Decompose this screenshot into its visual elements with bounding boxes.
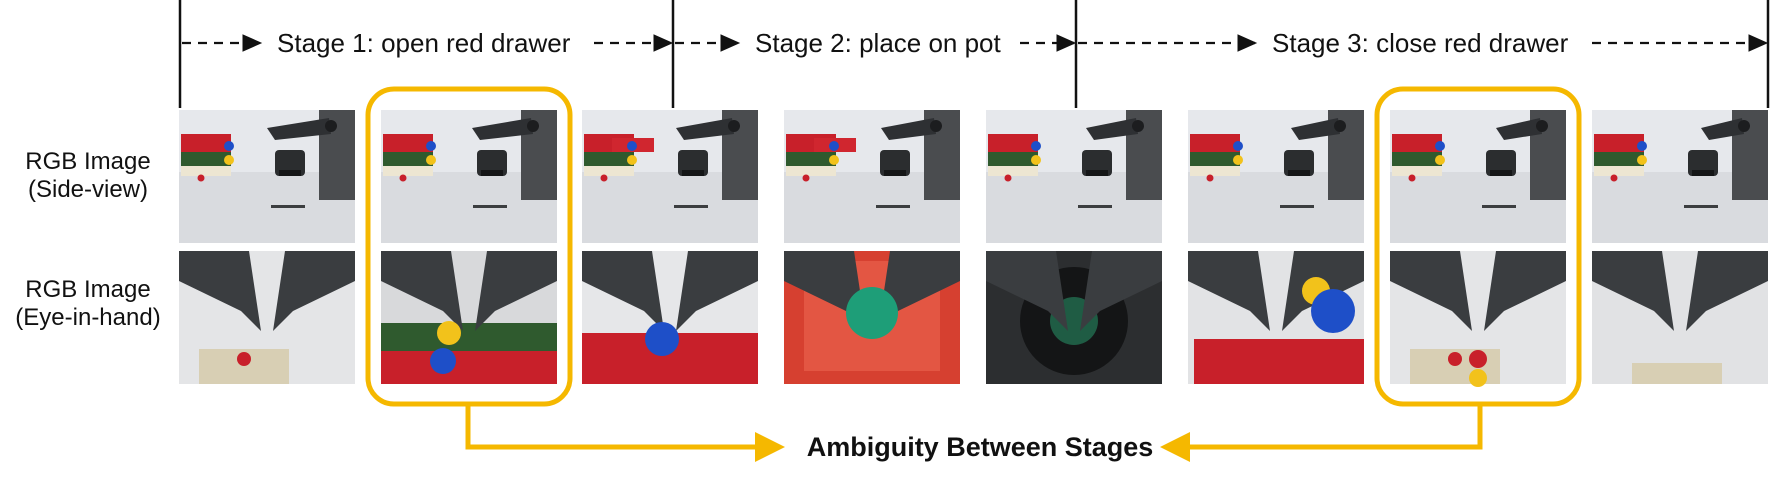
row-label-eye-line2: (Eye-in-hand) bbox=[15, 304, 161, 331]
eye-in-hand-image-2 bbox=[381, 251, 557, 384]
ambiguity-caption: Ambiguity Between Stages bbox=[806, 432, 1154, 462]
ambiguity-connectors bbox=[465, 404, 1483, 462]
image-grid bbox=[179, 110, 1768, 387]
side-view-image-7 bbox=[1390, 110, 1566, 243]
side-view-image-2 bbox=[381, 110, 557, 243]
connector-right bbox=[1160, 404, 1483, 462]
side-view-image-1 bbox=[179, 110, 355, 243]
stage-label-1: Stage 1: open red drawer bbox=[267, 26, 581, 60]
row-label-side-view: RGB Image (Side-view) bbox=[0, 148, 176, 204]
side-view-image-5 bbox=[986, 110, 1162, 243]
eye-in-hand-image-3 bbox=[582, 251, 758, 384]
stage-boundaries bbox=[178, 0, 1770, 108]
row-label-side-line2: (Side-view) bbox=[27, 176, 149, 203]
eye-in-hand-image-8 bbox=[1592, 251, 1768, 384]
eye-in-hand-image-5 bbox=[986, 251, 1162, 384]
row-label-eye-line1: RGB Image bbox=[25, 276, 151, 303]
eye-in-hand-image-7 bbox=[1390, 251, 1566, 387]
eye-in-hand-image-1 bbox=[179, 251, 355, 384]
eye-in-hand-image-6 bbox=[1188, 251, 1364, 384]
side-view-image-4 bbox=[784, 110, 960, 243]
stage-label-2: Stage 2: place on pot bbox=[745, 26, 1011, 60]
row-label-eye-in-hand: RGB Image (Eye-in-hand) bbox=[0, 276, 176, 332]
side-view-image-8 bbox=[1592, 110, 1768, 243]
stage-label-3: Stage 3: close red drawer bbox=[1262, 26, 1579, 60]
row-label-side-line1: RGB Image bbox=[25, 148, 151, 175]
connector-left bbox=[465, 404, 785, 462]
eye-in-hand-image-4 bbox=[784, 251, 960, 384]
side-view-image-3 bbox=[582, 110, 758, 243]
side-view-image-6 bbox=[1188, 110, 1364, 243]
